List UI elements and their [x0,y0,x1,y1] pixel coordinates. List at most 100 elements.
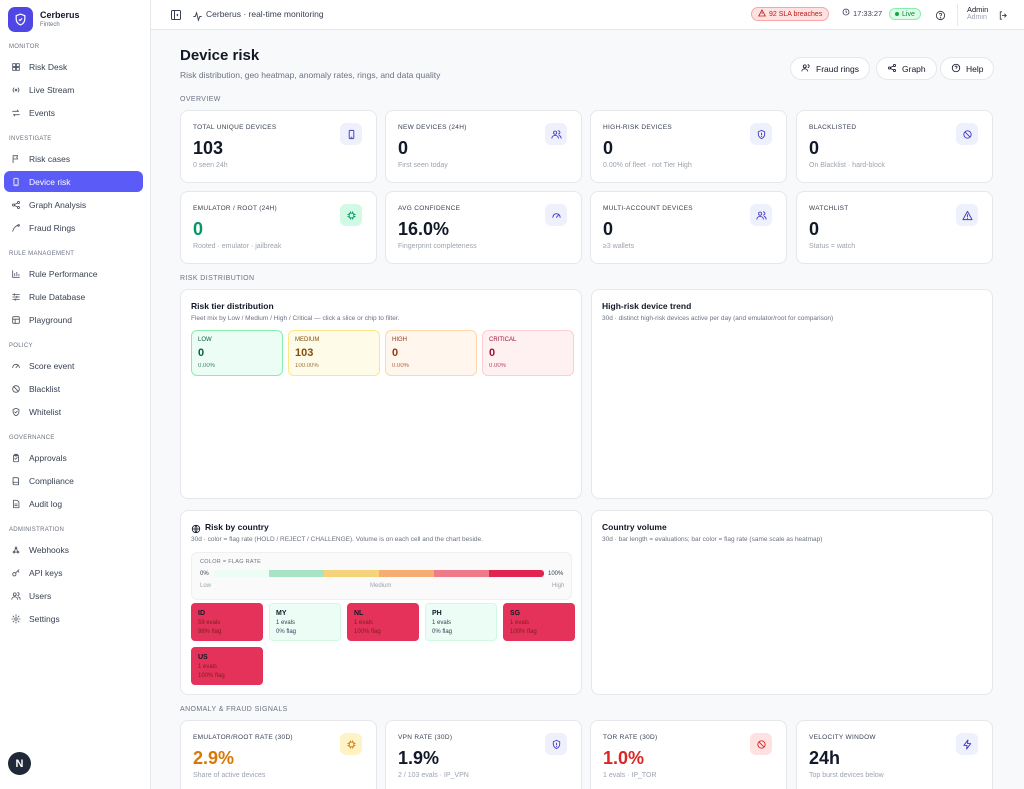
sidebar-item-graph-analysis[interactable]: Graph Analysis [4,194,143,215]
country-cell-my[interactable]: MY 1 evals 0% flag [269,603,341,641]
user-name: Admin [967,5,989,14]
stat-label: HIGH-RISK DEVICES [603,124,673,131]
anomaly-card-velocity-window[interactable]: VELOCITY WINDOW 24h Top burst devices belo… [796,720,993,789]
tier-value: 103 [295,347,314,359]
stat-card-new-devices-24h[interactable]: NEW DEVICES (24H) 0 First seen today [385,110,582,183]
ban-icon [11,384,21,394]
sidebar-item-whitelist[interactable]: Whitelist [4,401,143,422]
chip-icon [340,204,362,226]
sidebar-toggle-icon[interactable] [170,8,182,26]
stat-label: NEW DEVICES (24H) [398,124,467,131]
sidebar-item-rule-performance[interactable]: Rule Performance [4,263,143,284]
country-flag-rate: 100% flag [198,673,225,679]
stat-label: AVG CONFIDENCE [398,205,461,212]
sidebar-item-label: Risk cases [29,153,71,164]
stat-label: EMULATOR / ROOT (24H) [193,205,277,212]
sidebar-item-label: Fraud Rings [29,222,76,233]
tier-name: CRITICAL [489,337,517,343]
country-cell-us[interactable]: US 1 evals 100% flag [191,647,263,685]
fraud-rings-button[interactable]: Fraud rings [790,57,870,80]
tier-chip-high[interactable]: HIGH 0 0.00% [385,330,477,376]
stat-value: 0 [603,219,614,239]
sidebar-item-events[interactable]: Events [4,102,143,123]
sidebar-item-label: Rule Performance [29,268,98,279]
sidebar-item-device-risk[interactable]: Device risk [4,171,143,192]
tier-chip-critical[interactable]: CRITICAL 0 0.00% [482,330,574,376]
country-flag-rate: 100% flag [510,629,537,635]
anomaly-label: VELOCITY WINDOW [809,734,876,741]
brand-logo[interactable] [8,7,33,32]
country-evals: 1 evals [510,620,530,626]
anomaly-card-emulator-root-rate-30d[interactable]: EMULATOR/ROOT RATE (30D) 2.9% Share of act… [180,720,377,789]
help-button[interactable]: Help [940,57,995,80]
country-evals: 1 evals [354,620,374,626]
file-icon [11,499,21,509]
sidebar-item-label: Blacklist [29,383,61,394]
stat-card-total-unique-devices[interactable]: TOTAL UNIQUE DEVICES 103 0 seen 24h [180,110,377,183]
sidebar-item-playground[interactable]: Playground [4,309,143,330]
chip-icon [340,733,362,755]
nav-section-heading: MONITOR [9,44,40,50]
country-cell-ph[interactable]: PH 1 evals 0% flag [425,603,497,641]
sidebar-item-settings[interactable]: Settings [4,608,143,629]
stat-card-watchlist[interactable]: WATCHLIST 0 Status = watch [796,191,993,264]
stat-label: BLACKLISTED [809,124,857,131]
anomaly-value: 1.9% [398,748,440,768]
sidebar-item-api-keys[interactable]: API keys [4,562,143,583]
tier-chip-medium[interactable]: MEDIUM 103 100.00% [288,330,380,376]
users-icon [750,204,772,226]
stat-label: WATCHLIST [809,205,849,212]
sidebar-item-rule-database[interactable]: Rule Database [4,286,143,307]
tier-percent: 0.00% [198,363,216,369]
sidebar-item-fraud-rings[interactable]: Fraud Rings [4,217,143,238]
stat-card-multi-account-devices[interactable]: MULTI-ACCOUNT DEVICES 0 ≥3 wallets [590,191,787,264]
page-title: Device risk [180,47,260,64]
sidebar-item-risk-cases[interactable]: Risk cases [4,148,143,169]
sidebar-item-blacklist[interactable]: Blacklist [4,378,143,399]
sidebar-item-users[interactable]: Users [4,585,143,606]
next-badge-icon[interactable]: N [8,752,31,775]
ring-icon [11,223,21,233]
stat-card-emulator-root-24h[interactable]: EMULATOR / ROOT (24H) 0 Rooted · emulator … [180,191,377,264]
help-circle-icon[interactable] [935,8,946,26]
stat-card-blacklisted[interactable]: BLACKLISTED 0 On Blacklist · hard-block [796,110,993,183]
shield-check-icon [11,407,21,417]
fraud-rings-label: Fraud rings [816,63,859,74]
anomaly-sub: Top burst devices below [809,772,884,779]
stat-sub: 0.00% of fleet · not Tier High [603,162,692,169]
sidebar-item-webhooks[interactable]: Webhooks [4,539,143,560]
sidebar-item-label: Risk Desk [29,61,68,72]
sidebar-item-risk-desk[interactable]: Risk Desk [4,56,143,77]
sidebar-item-audit-log[interactable]: Audit log [4,493,143,514]
country-cell-sg[interactable]: SG 1 evals 100% flag [503,603,575,641]
phone-icon [11,177,21,187]
anomaly-card-vpn-rate-30d[interactable]: VPN RATE (30D) 1.9% 2 / 103 evals · IP_VPN [385,720,582,789]
volume-title: Country volume [602,522,667,532]
country-cell-id[interactable]: ID 59 evals 98% flag [191,603,263,641]
sidebar-item-score-event[interactable]: Score event [4,355,143,376]
tier-chip-low[interactable]: LOW 0 0.00% [191,330,283,376]
anomaly-card-tor-rate-30d[interactable]: TOR RATE (30D) 1.0% 1 evals · IP_TOR [590,720,787,789]
list-icon [11,292,21,302]
graph-button[interactable]: Graph [876,57,937,80]
flag-rate-legend: COLOR = FLAG RATE 0% 100% Low Medium Hig… [191,552,572,600]
sidebar-item-label: Settings [29,613,60,624]
globe-icon [191,521,201,539]
sidebar-item-compliance[interactable]: Compliance [4,470,143,491]
sidebar-item-label: Events [29,107,55,118]
sidebar-item-approvals[interactable]: Approvals [4,447,143,468]
sidebar-item-live-stream[interactable]: Live Stream [4,79,143,100]
radio-icon [11,85,21,95]
stat-card-high-risk-devices[interactable]: HIGH-RISK DEVICES 0 0.00% of fleet · not T… [590,110,787,183]
sla-badge[interactable]: 92 SLA breaches [751,7,830,21]
stat-value: 0 [193,219,204,239]
logout-icon[interactable] [998,8,1009,26]
country-code: US [198,654,208,661]
country-cell-nl[interactable]: NL 1 evals 100% flag [347,603,419,641]
sidebar-item-label: Playground [29,314,73,325]
trend-title: High-risk device trend [602,301,692,311]
activity-icon [192,9,203,27]
anomaly-sub: Share of active devices [193,772,266,779]
shield-icon [750,123,772,145]
stat-card-avg-confidence[interactable]: AVG CONFIDENCE 16.0% Fingerprint completen… [385,191,582,264]
